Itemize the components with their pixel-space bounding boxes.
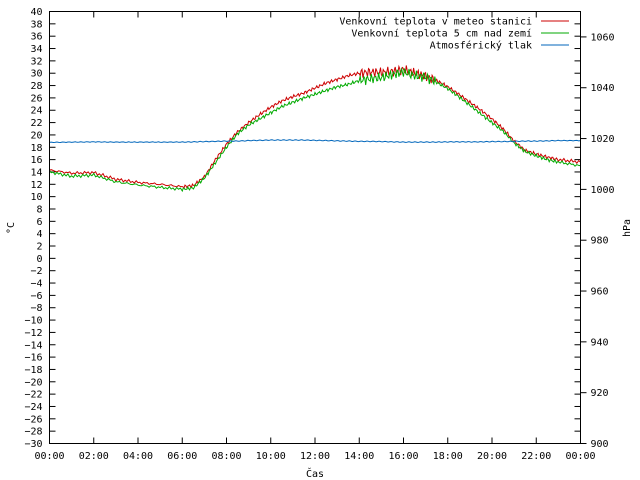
x-tick-label: 12:00 [300,451,330,462]
left-tick-label: 32 [30,56,42,67]
series-line-ground-temp [49,67,581,193]
left-tick-label: 38 [30,19,42,30]
left-tick-label: −22 [24,390,42,401]
series-layer [49,64,581,193]
left-tick-label: 8 [36,204,42,215]
x-tick-label: 06:00 [167,451,197,462]
x-tick-label: 00:00 [565,451,595,462]
right-tick-label: 940 [591,337,609,348]
right-tick-label: 1000 [591,185,615,196]
left-tick-label: 24 [30,106,42,117]
x-tick-label: 04:00 [123,451,153,462]
x-axis-label: Čas [306,467,324,480]
legend-label: Venkovní teplota v meteo stanici [339,16,532,28]
x-tick-label: 20:00 [477,451,507,462]
left-tick-label: 6 [36,217,42,228]
right-tick-label: 960 [591,287,609,298]
y-axis-label-left: °C [6,222,17,234]
left-tick-label: 12 [30,180,42,191]
x-tick-label: 08:00 [211,451,241,462]
left-tick-label: −10 [24,316,42,327]
left-tick-label: −8 [30,303,42,314]
legend-label: Venkovní teplota 5 cm nad zemí [351,28,532,40]
legend-label: Atmosférický tlak [430,40,532,52]
left-tick-label: −4 [30,279,42,290]
left-tick-label: 20 [30,130,42,141]
right-tick-label: 1040 [591,83,615,94]
left-tick-label: −12 [24,328,42,339]
x-tick-label: 10:00 [256,451,286,462]
right-tick-label: 1020 [591,134,615,145]
left-tick-label: −2 [30,266,42,277]
left-tick-label: −20 [24,377,42,388]
x-tick-label: 00:00 [34,451,64,462]
left-tick-label: 18 [30,143,42,154]
series-line-pressure [49,139,581,144]
left-tick-label: −28 [24,427,42,438]
series-line-station-temp [49,64,581,189]
y-axis-label-right: hPa [622,219,633,237]
left-tick-label: −24 [24,402,42,413]
left-tick-label: 16 [30,155,42,166]
left-tick-label: 0 [36,254,42,265]
legend: Venkovní teplota v meteo staniciVenkovní… [339,16,569,52]
x-axis: 00:00 02:00 04:00 06:00 08:00 10:00 12:00 14:00… [34,11,596,462]
plot-frame [49,11,581,444]
left-tick-label: 2 [36,242,42,253]
right-tick-label: 980 [591,236,609,247]
x-tick-label: 16:00 [388,451,418,462]
left-axis: 4038363432302826242220181614121086420−2−… [24,7,581,450]
right-tick-label: 920 [591,388,609,399]
left-tick-label: 30 [30,69,42,80]
left-tick-label: 28 [30,81,42,92]
left-tick-label: 40 [30,7,42,18]
left-tick-label: 36 [30,32,42,43]
x-tick-label: 02:00 [79,451,109,462]
x-tick-label: 14:00 [344,451,374,462]
x-tick-label: 22:00 [521,451,551,462]
left-tick-label: −14 [24,340,42,351]
left-tick-label: 4 [36,229,42,240]
right-tick-label: 1060 [591,32,615,43]
left-tick-label: 14 [30,167,42,178]
left-tick-label: −30 [24,439,42,450]
left-tick-label: −18 [24,365,42,376]
left-tick-label: 34 [30,44,42,55]
left-tick-label: −6 [30,291,42,302]
left-tick-label: 10 [30,192,42,203]
right-axis: 1060 1040 1020 1000 980 960 940 920 900 [580,32,615,450]
left-tick-label: −16 [24,353,42,364]
left-tick-label: 26 [30,93,42,104]
x-tick-label: 18:00 [433,451,463,462]
right-tick-label: 900 [591,439,609,450]
left-tick-label: −26 [24,414,42,425]
left-tick-label: 22 [30,118,42,129]
